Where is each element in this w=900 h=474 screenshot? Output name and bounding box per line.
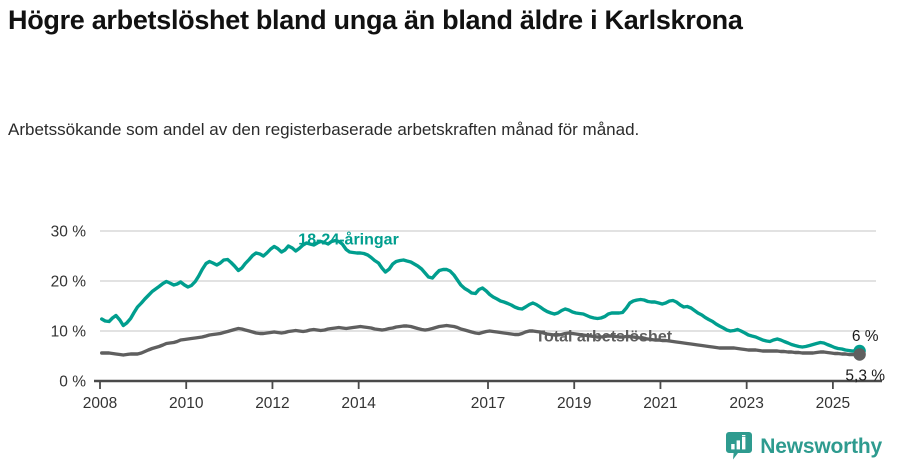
x-axis-tick-label: 2019 [557,395,591,412]
series-label: 18-24-åringar [298,231,399,249]
y-axis-tick-labels: 0 % 10 % 20 % 30 % [51,224,87,391]
x-axis-tick-label: 2008 [83,395,117,412]
x-axis-tick-label: 2025 [816,395,850,412]
line-chart-svg: 0 % 10 % 20 % 30 % 2008 2010 2012 2014 2017 2019… [51,224,886,413]
series-end-markers [853,344,866,361]
end-label-youth: 6 % [852,328,879,345]
gridlines [100,230,876,332]
newsworthy-logo[interactable]: Newsworthy [726,432,882,460]
value-annotations: 6 % 5,3 % [845,328,885,385]
y-axis-tick-label: 30 % [51,224,87,241]
chart-header: Högre arbetslöshet bland unga än bland ä… [8,4,868,139]
series-end-marker [853,348,866,361]
bar-chart-bubble-icon [726,432,753,460]
x-axis-tick-labels: 2008 2010 2012 2014 2017 2019 2021 2023 2025 [83,395,850,412]
end-label-total: 5,3 % [845,368,885,385]
x-axis-tick-label: 2014 [341,395,376,412]
logo-wordmark: Newsworthy [760,434,882,458]
x-axis-ticks [99,381,834,389]
series-inline-labels: 18-24-åringar Total arbetslöshet [298,231,672,346]
chart-plot-area: 0 % 10 % 20 % 30 % 2008 2010 2012 2014 2017 2019… [0,196,900,426]
series-label: Total arbetslöshet [535,329,672,346]
chart-footer: Newsworthy [0,430,900,474]
x-axis-tick-label: 2010 [169,395,204,412]
y-axis-tick-label: 20 % [51,274,87,291]
chart-subtitle: Arbetssökande som andel av den registerb… [8,120,640,139]
page-title: Högre arbetslöshet bland unga än bland ä… [8,5,743,35]
series-lines [100,238,862,357]
x-axis-tick-label: 2017 [471,395,505,412]
y-axis-tick-label: 10 % [51,324,87,341]
y-axis-tick-label: 0 % [59,374,86,391]
series-line [100,323,862,357]
series-line [100,238,862,353]
x-axis-tick-label: 2021 [643,395,677,412]
x-axis-tick-label: 2012 [255,395,289,412]
x-axis-tick-label: 2023 [729,395,763,412]
